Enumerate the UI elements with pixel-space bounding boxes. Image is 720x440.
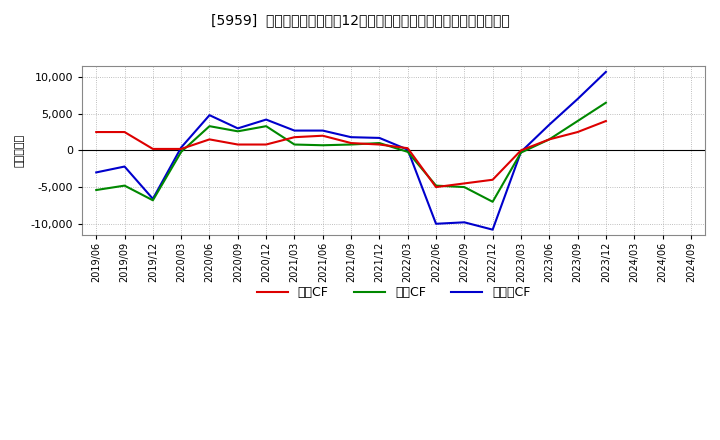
フリーCF (290, 128, 299, 133)
投資CF (120, 183, 129, 188)
フリーCF (488, 227, 497, 232)
Line: フリーCF: フリーCF (96, 72, 606, 230)
営業CF (92, 129, 101, 135)
フリーCF (375, 135, 384, 140)
フリーCF (573, 96, 582, 102)
投資CF (432, 183, 441, 188)
フリーCF (233, 126, 242, 131)
フリーCF (120, 164, 129, 169)
投資CF (177, 149, 186, 154)
投資CF (233, 128, 242, 134)
フリーCF (205, 113, 214, 118)
投資CF (205, 124, 214, 129)
Legend: 営業CF, 投資CF, フリーCF: 営業CF, 投資CF, フリーCF (251, 282, 536, 304)
投資CF (488, 199, 497, 205)
投資CF (460, 184, 469, 190)
営業CF (602, 118, 611, 124)
営業CF (347, 140, 356, 146)
営業CF (290, 135, 299, 140)
営業CF (517, 148, 526, 153)
フリーCF (177, 145, 186, 150)
営業CF (403, 146, 412, 151)
営業CF (488, 177, 497, 183)
フリーCF (517, 149, 526, 154)
投資CF (347, 142, 356, 147)
投資CF (545, 137, 554, 142)
投資CF (92, 187, 101, 193)
フリーCF (262, 117, 271, 122)
投資CF (148, 198, 157, 203)
フリーCF (602, 69, 611, 74)
フリーCF (460, 220, 469, 225)
営業CF (460, 181, 469, 186)
投資CF (573, 118, 582, 124)
フリーCF (347, 135, 356, 140)
営業CF (120, 129, 129, 135)
フリーCF (148, 196, 157, 202)
営業CF (177, 146, 186, 151)
フリーCF (318, 128, 327, 133)
営業CF (432, 184, 441, 190)
Y-axis label: （百万円）: （百万円） (15, 134, 25, 167)
フリーCF (545, 122, 554, 127)
Line: 投資CF: 投資CF (96, 103, 606, 202)
営業CF (262, 142, 271, 147)
営業CF (573, 129, 582, 135)
投資CF (262, 124, 271, 129)
営業CF (375, 142, 384, 147)
投資CF (318, 143, 327, 148)
投資CF (602, 100, 611, 105)
フリーCF (403, 147, 412, 152)
投資CF (517, 150, 526, 155)
投資CF (290, 142, 299, 147)
Text: [5959]  キャッシュフローの12か月移動合計の対前年同期増減額の推移: [5959] キャッシュフローの12か月移動合計の対前年同期増減額の推移 (211, 13, 509, 27)
営業CF (545, 137, 554, 142)
営業CF (205, 137, 214, 142)
営業CF (148, 146, 157, 151)
フリーCF (432, 221, 441, 227)
営業CF (318, 133, 327, 138)
Line: 営業CF: 営業CF (96, 121, 606, 187)
フリーCF (92, 170, 101, 175)
投資CF (403, 149, 412, 154)
投資CF (375, 140, 384, 146)
営業CF (233, 142, 242, 147)
